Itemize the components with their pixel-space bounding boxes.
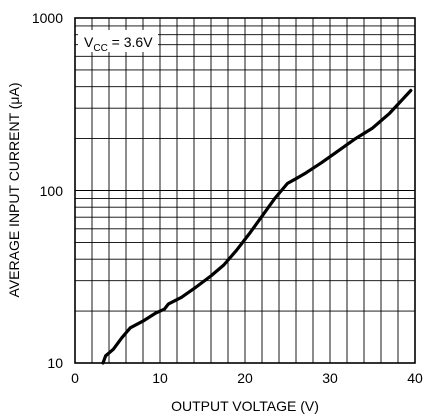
annotation-suffix: = 3.6V <box>108 34 153 50</box>
series-line <box>101 88 413 365</box>
y-tick-labels: 10 100 1000 <box>32 10 63 371</box>
y-tick-label-10: 10 <box>47 355 63 371</box>
annotation-prefix: V <box>84 34 94 50</box>
x-tick-labels: 0 10 20 30 40 <box>71 370 423 386</box>
x-tick-label-10: 10 <box>152 370 168 386</box>
x-tick-label-30: 30 <box>322 370 338 386</box>
plot-frame <box>74 17 416 364</box>
x-axis-title: OUTPUT VOLTAGE (V) <box>171 398 319 414</box>
y-tick-label-100: 100 <box>40 183 64 199</box>
y-axis-title: AVERAGE INPUT CURRENT (μA) <box>6 83 22 298</box>
x-tick-label-40: 40 <box>407 370 423 386</box>
x-tick-label-0: 0 <box>71 370 79 386</box>
vcc-annotation: VCC = 3.6V <box>84 34 153 54</box>
annotation-subscript: CC <box>93 43 107 54</box>
grid-lines <box>75 18 415 363</box>
annotation-box: VCC = 3.6V <box>78 30 158 54</box>
y-tick-label-1000: 1000 <box>32 10 63 26</box>
x-tick-label-20: 20 <box>237 370 253 386</box>
